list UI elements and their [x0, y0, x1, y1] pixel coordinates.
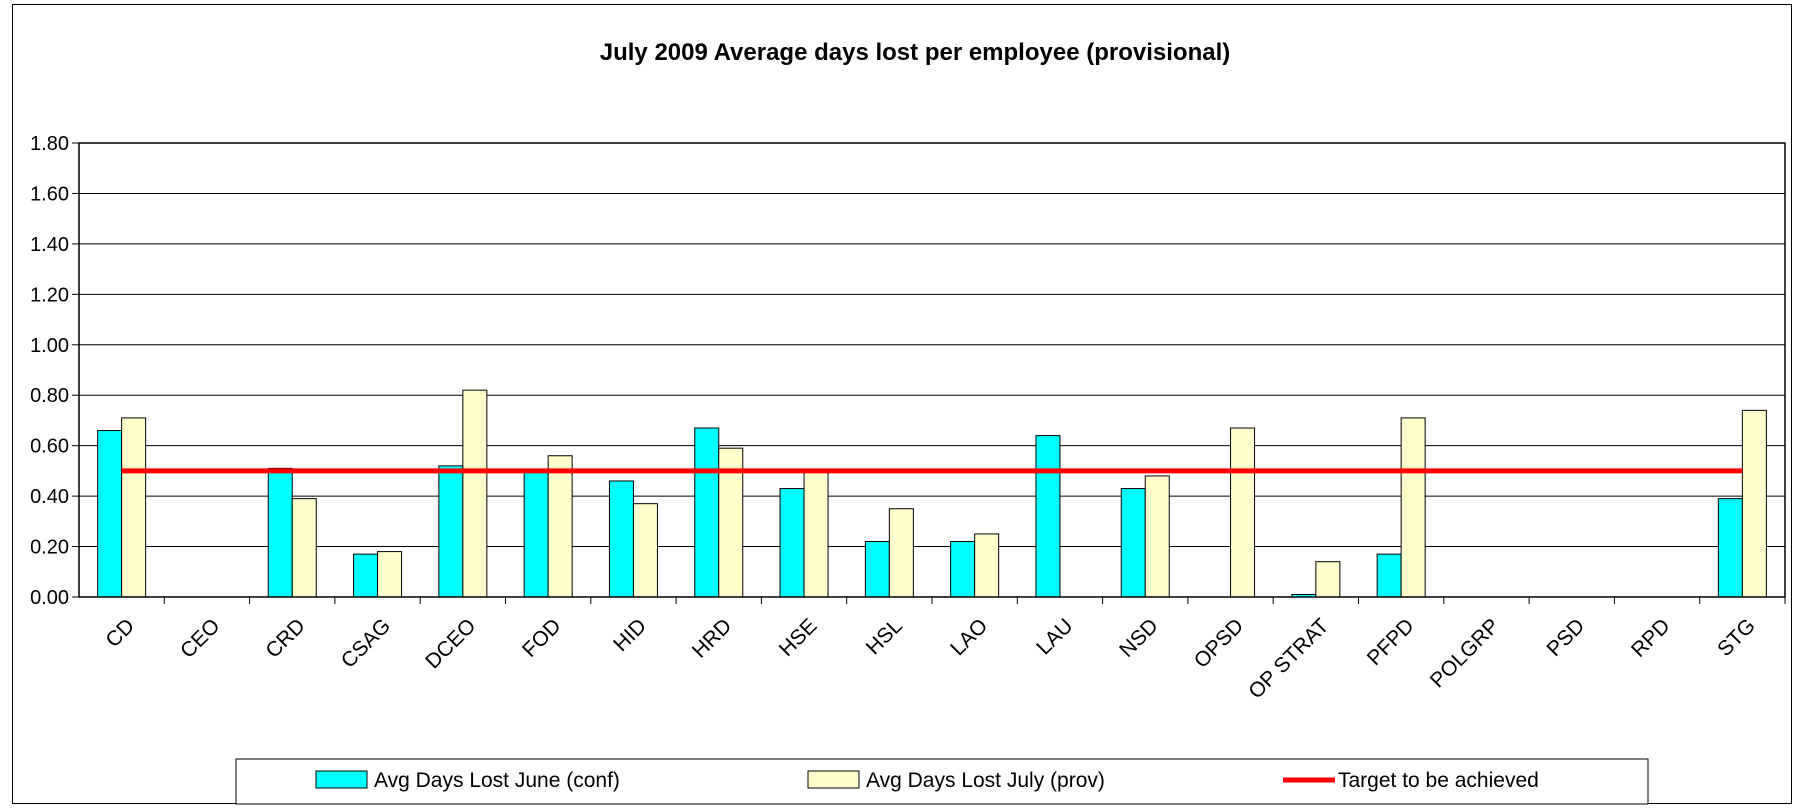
- bar-june-hse: [779, 488, 805, 598]
- bar-june-csag: [353, 553, 379, 598]
- x-category-label: CRD: [261, 614, 309, 662]
- bar-july-nsd: [1144, 475, 1170, 598]
- x-category-label: RPD: [1627, 614, 1675, 662]
- y-tick-label: 1.40: [30, 234, 69, 256]
- x-category-label: FOD: [518, 614, 566, 662]
- bars: [97, 389, 1767, 598]
- x-category-label: STG: [1713, 614, 1760, 661]
- y-tick-label: 1.80: [30, 133, 69, 155]
- legend-swatch-july: [807, 770, 860, 789]
- x-category-label: HSE: [775, 614, 822, 661]
- bar-july-hsl: [888, 508, 914, 598]
- bar-july-lao: [974, 533, 1000, 598]
- x-category-label: HSL: [862, 614, 907, 659]
- bar-july-crd: [291, 498, 317, 598]
- bar-june-dceo: [438, 465, 464, 598]
- x-category-label: PSD: [1542, 614, 1589, 661]
- y-tick-label: 1.00: [30, 335, 69, 357]
- x-category-label: PFPD: [1363, 614, 1419, 670]
- bar-july-csag: [377, 551, 403, 598]
- chart-title: July 2009 Average days lost per employee…: [600, 39, 1230, 66]
- bar-june-fod: [523, 470, 549, 598]
- y-tick-label: 0.20: [30, 537, 69, 559]
- bar-july-hid: [632, 503, 658, 598]
- bar-june-hrd: [694, 427, 720, 598]
- chart-svg: July 2009 Average days lost per employee…: [30, 39, 1786, 805]
- bar-june-lao: [950, 541, 976, 598]
- y-tick-label: 0.40: [30, 486, 69, 508]
- y-tick-label: 1.60: [30, 183, 69, 205]
- legend-box: [235, 758, 1649, 805]
- x-category-label: HID: [609, 614, 651, 656]
- x-category-label: CEO: [176, 614, 224, 662]
- x-axis-category-labels: CD CEO CRD CSAG DCEO FOD HID HRD HSE HSL LAO LAU NSD…: [101, 614, 1759, 703]
- bar-july-hse: [803, 470, 829, 598]
- bar-july-cd: [121, 417, 147, 598]
- y-tick-label: 0.80: [30, 385, 69, 407]
- x-category-label: CSAG: [337, 614, 395, 672]
- y-tick-label: 0.00: [30, 587, 69, 609]
- bar-july-stg: [1741, 409, 1767, 598]
- bar-june-pfpd: [1376, 553, 1402, 598]
- bar-july-dceo: [462, 389, 488, 598]
- x-category-label: OP STRAT: [1244, 614, 1333, 703]
- bar-july-pfpd: [1400, 417, 1426, 598]
- bar-june-crd: [267, 467, 293, 598]
- x-category-label: LAO: [946, 614, 992, 660]
- x-category-label: DCEO: [421, 614, 480, 673]
- y-tick-label: 0.60: [30, 436, 69, 458]
- legend: Avg Days Lost June (conf) Avg Days Lost …: [235, 758, 1649, 805]
- legend-label-july: Avg Days Lost July (prov): [866, 769, 1105, 792]
- plot-area-border: [78, 142, 1786, 598]
- bar-july-opsd: [1230, 427, 1256, 598]
- x-category-label: POLGRP: [1426, 614, 1504, 692]
- chart-frame: July 2009 Average days lost per employee…: [12, 4, 1792, 805]
- gridlines: [72, 142, 1786, 604]
- bar-june-hid: [608, 480, 634, 598]
- bar-june-stg: [1717, 498, 1743, 598]
- x-category-label: OPSD: [1190, 614, 1248, 672]
- bar-july-fod: [547, 455, 573, 598]
- legend-swatch-june: [315, 770, 368, 789]
- x-category-label: NSD: [1115, 614, 1163, 662]
- y-axis-tick-labels: 0.00 0.20 0.40 0.60 0.80 1.00 1.20 1.40 1.60 1.80: [30, 133, 69, 609]
- bar-june-cd: [97, 430, 123, 598]
- bar-june-lau: [1035, 435, 1061, 598]
- legend-label-target: Target to be achieved: [1338, 769, 1539, 792]
- legend-label-june: Avg Days Lost June (conf): [374, 769, 620, 792]
- bar-june-hsl: [864, 541, 890, 598]
- x-category-label: CD: [101, 614, 139, 652]
- bar-june-nsd: [1120, 488, 1146, 598]
- y-tick-label: 1.20: [30, 284, 69, 306]
- bar-july-op-strat: [1315, 561, 1341, 598]
- x-category-label: HRD: [688, 614, 736, 662]
- x-category-label: LAU: [1032, 614, 1077, 659]
